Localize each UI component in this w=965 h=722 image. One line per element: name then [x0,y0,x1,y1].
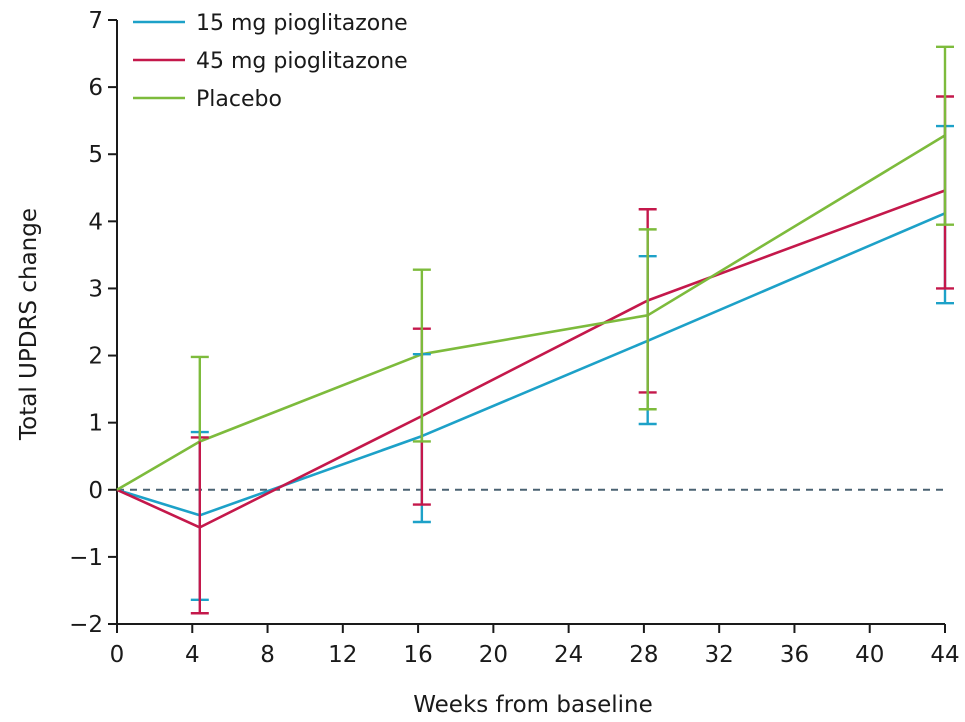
x-tick-label: 28 [629,642,658,668]
x-tick-label: 32 [705,642,734,668]
x-tick-label: 16 [403,642,432,668]
y-tick-label: 5 [88,142,103,168]
legend-label-2: Placebo [196,87,282,112]
y-tick-label: 6 [88,75,103,101]
y-tick-label: 1 [88,411,103,437]
x-axis-title: Weeks from baseline [413,692,652,718]
x-tick-label: 36 [780,642,809,668]
series-line-1 [116,189,946,529]
y-tick-label: 3 [88,276,103,302]
y-tick-label: 7 [88,8,103,34]
series-line-0 [116,212,946,517]
y-tick-label: 0 [88,478,103,504]
x-tick-label: 44 [930,642,959,668]
x-tick-label: 4 [185,642,200,668]
series-line-2 [116,134,946,491]
x-tick-label: 24 [554,642,583,668]
x-tick-label: 8 [260,642,275,668]
y-tick-label: 2 [88,344,103,370]
y-tick-label: −2 [69,612,103,638]
legend-label-1: 45 mg pioglitazone [196,49,408,74]
y-tick-label: −1 [69,545,103,571]
y-tick-label: 4 [88,209,103,235]
y-axis-title: Total UPDRS change [16,208,42,441]
x-tick-label: 0 [110,642,125,668]
x-tick-label: 40 [855,642,884,668]
x-tick-label: 20 [479,642,508,668]
x-tick-label: 12 [328,642,357,668]
legend-label-0: 15 mg pioglitazone [196,11,408,36]
